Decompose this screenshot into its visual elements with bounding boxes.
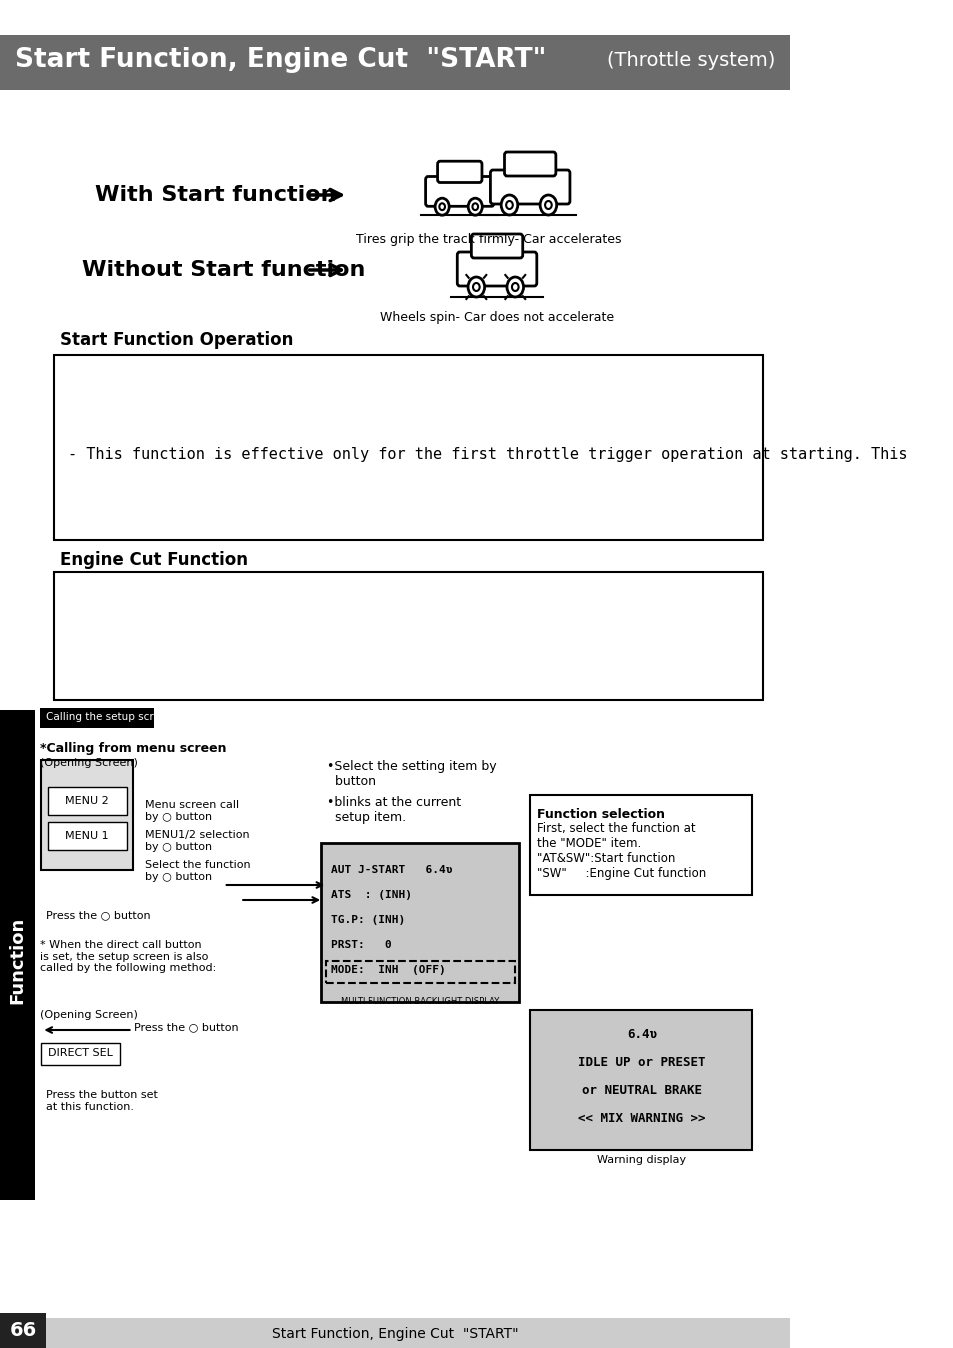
FancyBboxPatch shape [530,795,751,895]
FancyBboxPatch shape [456,252,537,286]
FancyBboxPatch shape [48,822,127,851]
Text: MENU 1: MENU 1 [65,830,109,841]
Text: •Select the setting item by
  button: •Select the setting item by button [327,760,497,789]
Text: First, select the function at
the "MODE" item.
"AT&SW":Start function
"SW"     :: First, select the function at the "MODE"… [537,822,705,880]
Text: << MIX WARNING >>: << MIX WARNING >> [578,1112,705,1126]
FancyBboxPatch shape [490,170,569,204]
Circle shape [435,198,449,216]
FancyBboxPatch shape [530,1010,751,1150]
Text: (Opening Screen): (Opening Screen) [40,1010,137,1020]
Text: Select the function
by ○ button: Select the function by ○ button [145,860,251,882]
FancyBboxPatch shape [48,787,127,816]
Text: Wheels spin- Car does not accelerate: Wheels spin- Car does not accelerate [379,311,614,325]
FancyBboxPatch shape [53,355,762,541]
Text: IDLE UP or PRESET: IDLE UP or PRESET [578,1057,705,1069]
Circle shape [472,204,477,210]
Text: TG.P: (INH): TG.P: (INH) [331,915,405,925]
Text: 6.4ʋ: 6.4ʋ [626,1029,657,1042]
Text: * When the direct call button
is set, the setup screen is also
called by the fol: * When the direct call button is set, th… [40,940,215,973]
Text: Without Start function: Without Start function [82,260,365,280]
Circle shape [439,204,444,210]
Text: Start Function Operation: Start Function Operation [60,332,293,349]
FancyBboxPatch shape [41,1043,120,1065]
Text: PRST:   0: PRST: 0 [331,940,392,950]
Text: Start Function, Engine Cut  "START": Start Function, Engine Cut "START" [15,47,546,73]
FancyBboxPatch shape [321,842,518,1002]
Text: (Opening Screen): (Opening Screen) [40,758,137,768]
Text: Press the ○ button: Press the ○ button [134,1022,238,1033]
Text: 66: 66 [10,1321,37,1340]
Text: Start Function, Engine Cut  "START": Start Function, Engine Cut "START" [272,1326,517,1341]
Text: DIRECT SEL: DIRECT SEL [48,1047,112,1058]
Circle shape [506,276,523,297]
Text: *Calling from menu screen: *Calling from menu screen [40,741,226,755]
Text: ATS  : (INH): ATS : (INH) [331,890,412,900]
Text: Calling the setup screen: Calling the setup screen [46,712,172,723]
Text: Menu screen call
by ○ button: Menu screen call by ○ button [145,799,239,821]
FancyBboxPatch shape [0,35,789,90]
FancyBboxPatch shape [0,710,34,1200]
FancyBboxPatch shape [471,235,522,257]
Text: With Start function: With Start function [94,185,335,205]
FancyBboxPatch shape [504,152,556,177]
FancyBboxPatch shape [437,162,481,182]
Text: MENU1/2 selection
by ○ button: MENU1/2 selection by ○ button [145,830,250,852]
Circle shape [500,195,517,214]
Text: Engine Cut Function: Engine Cut Function [60,551,248,569]
Text: MODE:  INH  (OFF): MODE: INH (OFF) [331,965,446,975]
FancyBboxPatch shape [53,572,762,700]
Text: or NEUTRAL BRAKE: or NEUTRAL BRAKE [581,1085,701,1097]
Text: Tires grip the track firmly- Car accelerates: Tires grip the track firmly- Car acceler… [355,233,620,247]
Circle shape [473,283,479,291]
FancyBboxPatch shape [0,1313,46,1348]
Text: Function selection: Function selection [537,807,664,821]
Text: AUT J-START   6.4ʋ: AUT J-START 6.4ʋ [331,865,453,875]
FancyBboxPatch shape [425,177,494,206]
Circle shape [512,283,518,291]
FancyBboxPatch shape [0,1318,789,1348]
Circle shape [544,201,551,209]
Circle shape [468,198,482,216]
Text: Warning display: Warning display [597,1155,686,1165]
Text: MENU 2: MENU 2 [65,797,109,806]
Circle shape [539,195,557,214]
Text: Press the ○ button: Press the ○ button [46,910,150,919]
FancyBboxPatch shape [40,708,154,728]
Text: Function: Function [9,917,27,1004]
Circle shape [468,276,484,297]
Text: MULTI FUNCTION BACKLIGHT DISPLAY: MULTI FUNCTION BACKLIGHT DISPLAY [340,998,498,1007]
FancyBboxPatch shape [325,961,515,983]
Text: Press the button set
at this function.: Press the button set at this function. [46,1091,157,1112]
Text: - This function is effective only for the first throttle trigger operation at st: - This function is effective only for th… [68,448,906,462]
FancyBboxPatch shape [41,760,132,869]
Circle shape [506,201,513,209]
Text: •blinks at the current
  setup item.: •blinks at the current setup item. [327,797,461,824]
Text: (Throttle system): (Throttle system) [606,50,775,70]
